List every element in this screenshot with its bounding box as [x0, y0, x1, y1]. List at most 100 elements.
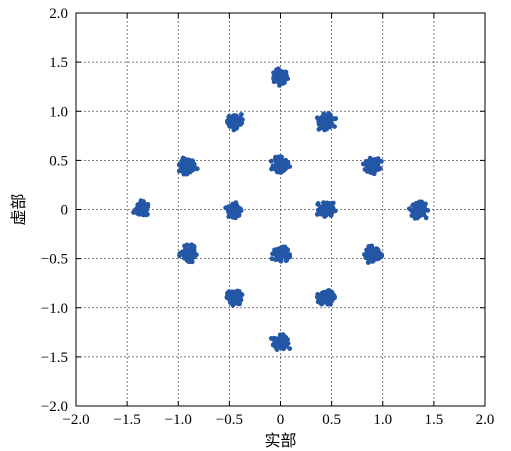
scatter-point: [277, 249, 282, 255]
x-tick-label: 2.0: [476, 412, 495, 428]
scatter-point: [379, 253, 385, 259]
x-tick-label: −2.0: [62, 412, 89, 428]
scatter-point: [322, 127, 327, 133]
x-tick-label: −1.0: [165, 412, 192, 428]
scatter-point: [329, 289, 335, 295]
scatter-point: [226, 214, 232, 219]
scatter-point: [236, 211, 241, 216]
scatter-point: [280, 161, 286, 167]
scatter-point: [231, 127, 237, 133]
scatter-point: [268, 158, 274, 164]
scatter-point: [238, 112, 244, 117]
scatter-point: [233, 215, 238, 221]
scatter-point: [272, 335, 277, 341]
scatter-point: [417, 213, 423, 218]
y-tick-label: 0: [61, 203, 69, 219]
scatter-point: [273, 252, 279, 258]
scatter-point: [234, 288, 240, 294]
scatter-point: [370, 170, 376, 176]
scatter-point: [317, 211, 323, 217]
scatter-point: [316, 118, 322, 124]
scatter-point: [137, 203, 143, 208]
scatter-point: [271, 79, 277, 85]
scatter-point: [367, 255, 373, 261]
scatter-point: [269, 256, 275, 262]
scatter-point: [182, 243, 187, 249]
y-tick-label: −2.0: [41, 399, 68, 415]
scatter-point: [322, 113, 328, 119]
scatter-point: [287, 346, 293, 351]
x-axis-label: 实部: [264, 431, 296, 450]
scatter-point: [230, 121, 236, 127]
x-tick-label: 0.5: [322, 412, 341, 428]
x-tick-label: −0.5: [216, 412, 243, 428]
scatter-point: [416, 207, 421, 212]
scatter-point: [237, 295, 243, 301]
scatter-point: [276, 167, 282, 173]
x-tick-label: 1.0: [373, 412, 392, 428]
scatter-point: [186, 164, 192, 170]
scatter-point: [414, 202, 420, 208]
scatter-point: [329, 207, 335, 213]
scatter-point: [315, 292, 321, 297]
y-tick-label: −0.5: [41, 252, 68, 268]
scatter-point: [366, 244, 372, 249]
scatter-point: [364, 169, 370, 174]
scatter-point: [188, 160, 194, 165]
scatter-point: [371, 250, 377, 255]
scatter-point: [274, 67, 279, 73]
y-tick-label: 0.5: [49, 153, 68, 169]
scatter-point: [375, 256, 380, 262]
scatter-point: [181, 168, 187, 174]
scatter-point: [272, 157, 278, 162]
scatter-point: [327, 120, 332, 125]
scatter-point: [280, 342, 286, 348]
scatter-point: [284, 161, 290, 167]
scatter-point: [277, 78, 282, 84]
axis-ticks: −2.0 −1.5 −1.0 −0.5 0 0.5 1.0 1.5 2.0 2.0 1.5 1.0 0.…: [41, 6, 495, 428]
scatter-point: [375, 163, 381, 168]
scatter-point: [189, 259, 195, 265]
scatter-point: [277, 332, 283, 338]
scatter-point: [283, 258, 289, 264]
scatter-point: [281, 71, 287, 77]
x-tick-label: 1.5: [425, 412, 444, 428]
scatter-point: [332, 124, 337, 129]
scatter-point: [180, 159, 185, 165]
scatter-point: [332, 294, 337, 300]
scatter-point: [409, 213, 415, 218]
scatter-point: [237, 119, 243, 125]
scatter-point: [328, 213, 334, 218]
scatter-point: [322, 118, 327, 124]
scatter-point: [287, 254, 293, 260]
scatter-point: [231, 291, 237, 297]
scatter-point: [318, 204, 324, 210]
scatter-point: [324, 295, 330, 301]
scatter-point: [423, 215, 429, 221]
scatter-point: [142, 202, 148, 208]
scatter-point: [235, 115, 241, 121]
scatter-point: [315, 201, 321, 206]
scatter-point: [230, 295, 236, 301]
scatter-point: [378, 158, 384, 164]
scatter-point: [274, 347, 280, 353]
scatter-point: [185, 248, 191, 254]
y-tick-label: 2.0: [49, 6, 68, 22]
y-tick-label: −1.5: [41, 350, 68, 366]
scatter-point: [230, 206, 236, 212]
scatter-point: [371, 161, 377, 167]
scatter-point: [269, 166, 274, 172]
y-tick-label: −1.0: [41, 301, 68, 317]
scatter-point: [321, 122, 327, 128]
scatter-point: [225, 290, 230, 296]
scatter-point: [181, 250, 187, 256]
scatter-point: [131, 210, 136, 215]
scatter-point: [365, 163, 371, 168]
scatter-point: [184, 258, 190, 264]
scatter-point: [190, 164, 196, 170]
scatter-point: [333, 116, 339, 121]
y-tick-label: 1.5: [49, 55, 68, 71]
scatter-point: [321, 289, 327, 295]
scatter-point: [324, 202, 330, 208]
